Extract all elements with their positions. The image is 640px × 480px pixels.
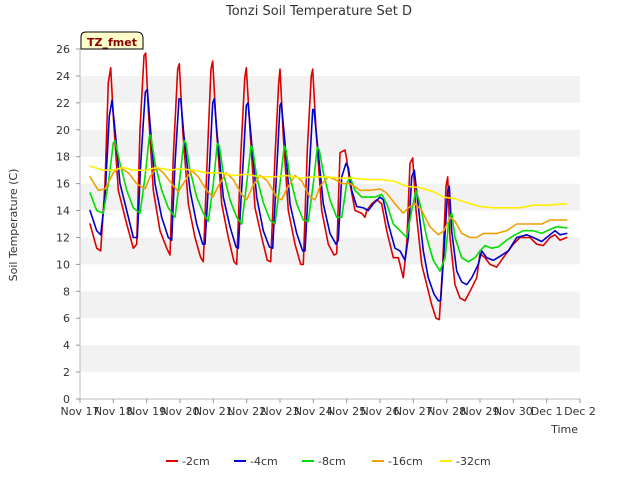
y-tick-label: 8 <box>63 285 70 298</box>
y-tick-label: 16 <box>56 178 70 191</box>
x-tick-label: Nov 19 <box>127 405 166 418</box>
grid-band <box>80 291 580 319</box>
y-tick-label: 6 <box>63 312 70 325</box>
grid-band <box>80 318 580 346</box>
legend-label: -16cm <box>388 455 423 468</box>
series-line-minus-8cm <box>89 134 568 272</box>
grid-band <box>80 129 580 157</box>
x-tick-label: Nov 23 <box>261 405 300 418</box>
grid-band <box>80 75 580 103</box>
series-line-minus-2cm <box>89 52 568 321</box>
grid-band <box>80 102 580 130</box>
x-tick-label: Nov 20 <box>161 405 200 418</box>
legend-label: -32cm <box>456 455 491 468</box>
grid-band <box>80 237 580 265</box>
legend-label: -8cm <box>318 455 346 468</box>
y-tick-label: 22 <box>56 97 70 110</box>
badge-label: TZ_fmet <box>87 36 137 49</box>
y-tick-label: 0 <box>63 393 70 406</box>
x-tick-label: Nov 18 <box>94 405 133 418</box>
x-tick-label: Nov 22 <box>227 405 266 418</box>
series-line-minus-32cm <box>89 165 568 209</box>
x-tick-label: Nov 28 <box>427 405 466 418</box>
x-tick-label: Nov 24 <box>294 405 333 418</box>
y-tick-label: 4 <box>63 339 70 352</box>
x-tick-label: Nov 21 <box>194 405 233 418</box>
x-tick-label: Nov 30 <box>494 405 533 418</box>
x-tick-label: Nov 17 <box>61 405 100 418</box>
grid-band <box>80 49 580 76</box>
site-badge: TZ_fmet <box>80 31 144 50</box>
y-tick-label: 14 <box>56 205 70 218</box>
x-tick-label: Nov 26 <box>361 405 400 418</box>
legend-label: -2cm <box>182 455 210 468</box>
x-tick-label: Dec 2 <box>564 405 596 418</box>
x-tick-label: Dec 1 <box>531 405 563 418</box>
x-tick-label: Nov 27 <box>394 405 433 418</box>
y-axis-title: Soil Temperature (C) <box>7 169 20 282</box>
legend: -2cm -4cm -8cm -16cm -32cm <box>166 455 491 468</box>
grid-band <box>80 345 580 373</box>
y-tick-label: 18 <box>56 151 70 164</box>
axes <box>79 49 580 400</box>
y-tick-label: 20 <box>56 124 70 137</box>
y-tick-label: 26 <box>56 43 70 56</box>
series-line-minus-16cm <box>89 166 568 239</box>
grid-band <box>80 156 580 184</box>
grid-band <box>80 264 580 292</box>
y-tick-label: 24 <box>56 70 70 83</box>
chart-title: Tonzi Soil Temperature Set D <box>225 4 412 19</box>
x-tick-label: Nov 29 <box>461 405 500 418</box>
legend-label: -4cm <box>250 455 278 468</box>
series-lines <box>89 52 568 321</box>
x-tick-label: Nov 25 <box>327 405 366 418</box>
grid-band <box>80 372 580 399</box>
y-tick-label: 10 <box>56 258 70 271</box>
y-tick-label: 2 <box>63 366 70 379</box>
series-line-minus-4cm <box>89 88 568 302</box>
x-axis-title: Time <box>550 423 578 436</box>
y-tick-label: 12 <box>56 231 70 244</box>
badge-box <box>80 31 144 50</box>
grid-bands <box>80 49 580 399</box>
